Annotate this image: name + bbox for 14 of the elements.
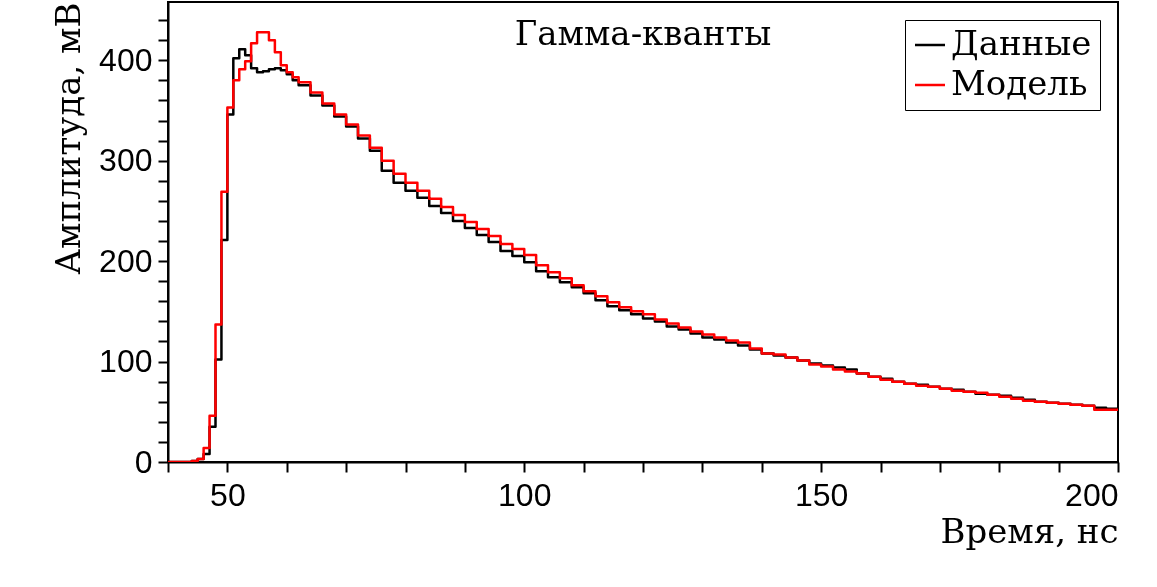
x-tick-label: 150 [794,476,849,513]
x-tick-label: 200 [1065,476,1119,513]
y-tick-label: 400 [99,41,153,78]
legend-label: Данные [951,23,1092,63]
legend-label: Модель [951,63,1088,103]
x-axis-title: Время, нс [940,510,1119,551]
chart-title: Гамма-кванты [514,13,772,53]
y-axis-title: Амплитуда, мВ [48,2,89,275]
y-tick-label: 300 [99,142,153,179]
x-tick-label: 50 [210,476,246,513]
x-tick-label: 100 [498,476,552,513]
y-tick-label: 200 [99,242,153,279]
y-tick-label: 100 [99,343,153,380]
y-tick-label: 0 [134,443,153,480]
